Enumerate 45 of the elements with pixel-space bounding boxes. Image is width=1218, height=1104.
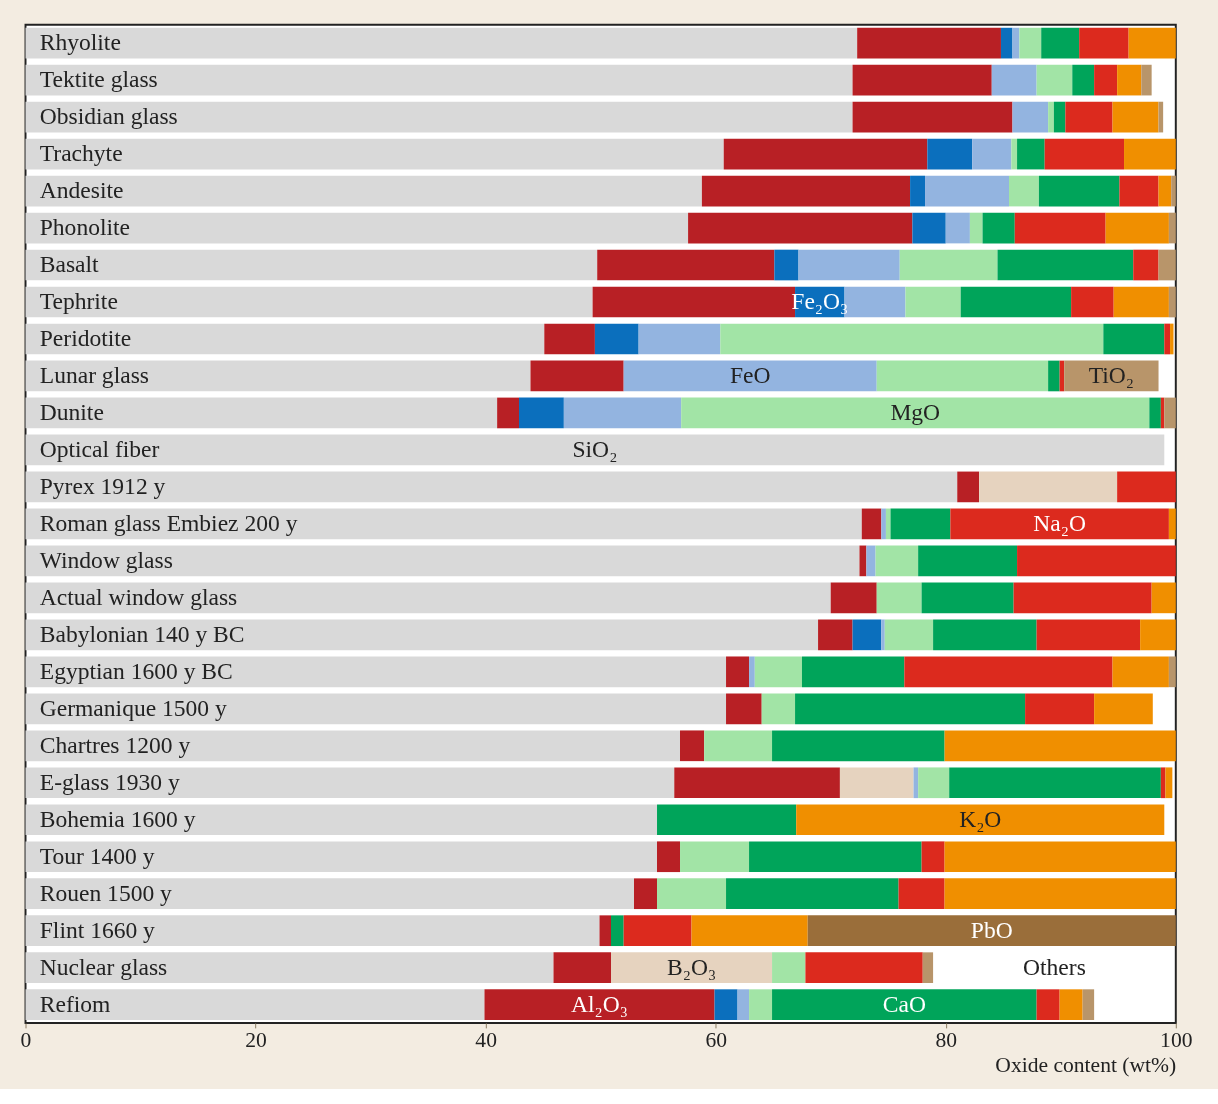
- y-tick-label: Trachyte: [39, 139, 123, 166]
- x-tick-label: 100: [1160, 1028, 1193, 1053]
- y-tick-label: Germanique 1500 y: [39, 694, 227, 721]
- y-tick-label: Rhyolite: [39, 28, 121, 55]
- y-tick-label: Roman glass Embiez 200 y: [39, 509, 298, 536]
- x-tick-label: 20: [245, 1028, 267, 1053]
- series-label: Al₂O₃: [571, 990, 628, 1017]
- y-tick-label: Window glass: [39, 546, 173, 573]
- series-label: TiO₂: [1088, 361, 1135, 388]
- series-label: K₂O: [959, 805, 1002, 832]
- series-label: MgO: [890, 398, 941, 425]
- y-tick-label: Chartres 1200 y: [39, 731, 191, 758]
- y-tick-label: Babylonian 140 y BC: [39, 620, 245, 647]
- y-tick-label: Andesite: [39, 176, 124, 203]
- series-label: B₂O₃: [666, 953, 717, 980]
- x-tick-label: 80: [935, 1028, 958, 1053]
- y-tick-label: Nuclear glass: [39, 953, 168, 980]
- y-tick-label: Obsidian glass: [39, 102, 178, 129]
- y-tick-label: Tour 1400 y: [39, 842, 155, 869]
- series-label: SiO₂: [572, 435, 618, 462]
- y-tick-label: Dunite: [39, 398, 104, 425]
- series-label: PbO: [970, 916, 1013, 943]
- x-tick-label: 60: [705, 1028, 727, 1053]
- y-tick-label: Tektite glass: [39, 65, 158, 92]
- x-axis-title: Oxide content (wt%): [995, 1052, 1177, 1077]
- series-label: Na₂O: [1033, 509, 1086, 536]
- y-tick-label: Basalt: [39, 250, 100, 277]
- y-tick-label: Phonolite: [39, 213, 131, 240]
- x-tick-label: 0: [20, 1028, 32, 1053]
- y-tick-label: Optical fiber: [39, 435, 160, 462]
- y-tick-label: Flint 1660 y: [39, 916, 156, 943]
- series-label: FeO: [729, 361, 771, 388]
- y-tick-label: Tephrite: [39, 287, 118, 314]
- y-tick-label: Egyptian 1600 y BC: [39, 657, 233, 684]
- y-tick-label: Rouen 1500 y: [39, 879, 173, 906]
- y-tick-label: Actual window glass: [39, 583, 238, 610]
- y-tick-label: E-glass 1930 y: [39, 768, 180, 795]
- y-tick-label: Refiom: [39, 990, 111, 1017]
- y-tick-label: Pyrex 1912 y: [39, 472, 166, 499]
- y-tick-label: Peridotite: [39, 324, 132, 351]
- x-tick-label: 40: [475, 1028, 497, 1053]
- y-tick-label: Bohemia 1600 y: [39, 805, 196, 832]
- series-label: CaO: [882, 990, 926, 1017]
- y-tick-label: Lunar glass: [39, 361, 149, 388]
- annotation: Others: [1023, 953, 1086, 980]
